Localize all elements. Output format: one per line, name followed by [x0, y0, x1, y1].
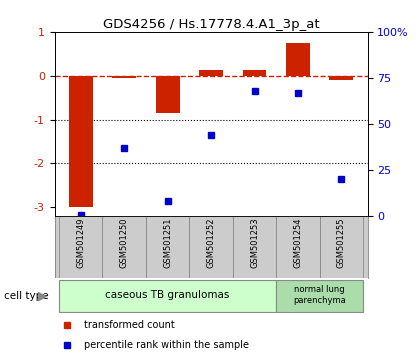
Bar — [276, 280, 363, 312]
Text: percentile rank within the sample: percentile rank within the sample — [84, 340, 249, 350]
Bar — [199, 70, 223, 76]
Bar — [189, 216, 233, 278]
Text: GSM501251: GSM501251 — [163, 218, 172, 268]
Text: caseous TB granulomas: caseous TB granulomas — [105, 290, 230, 300]
Text: GSM501255: GSM501255 — [337, 218, 346, 268]
Text: GSM501249: GSM501249 — [76, 218, 85, 268]
Bar — [102, 216, 146, 278]
Text: ▶: ▶ — [38, 289, 47, 302]
Text: GSM501250: GSM501250 — [120, 218, 129, 268]
Bar — [59, 280, 276, 312]
Text: normal lung
parenchyma: normal lung parenchyma — [293, 285, 346, 304]
Text: transformed count: transformed count — [84, 320, 175, 330]
Bar — [156, 76, 179, 113]
Text: GSM501253: GSM501253 — [250, 218, 259, 268]
Title: GDS4256 / Hs.17778.4.A1_3p_at: GDS4256 / Hs.17778.4.A1_3p_at — [103, 18, 319, 31]
Bar — [329, 76, 353, 80]
Bar — [233, 216, 276, 278]
Bar — [320, 216, 363, 278]
Text: cell type: cell type — [4, 291, 49, 301]
Bar — [112, 76, 136, 78]
Bar — [146, 216, 189, 278]
Bar — [59, 216, 102, 278]
Bar — [69, 76, 93, 207]
Bar — [243, 70, 266, 76]
Bar — [286, 43, 310, 76]
Text: GSM501254: GSM501254 — [294, 218, 302, 268]
Bar — [276, 216, 320, 278]
Text: GSM501252: GSM501252 — [207, 218, 215, 268]
